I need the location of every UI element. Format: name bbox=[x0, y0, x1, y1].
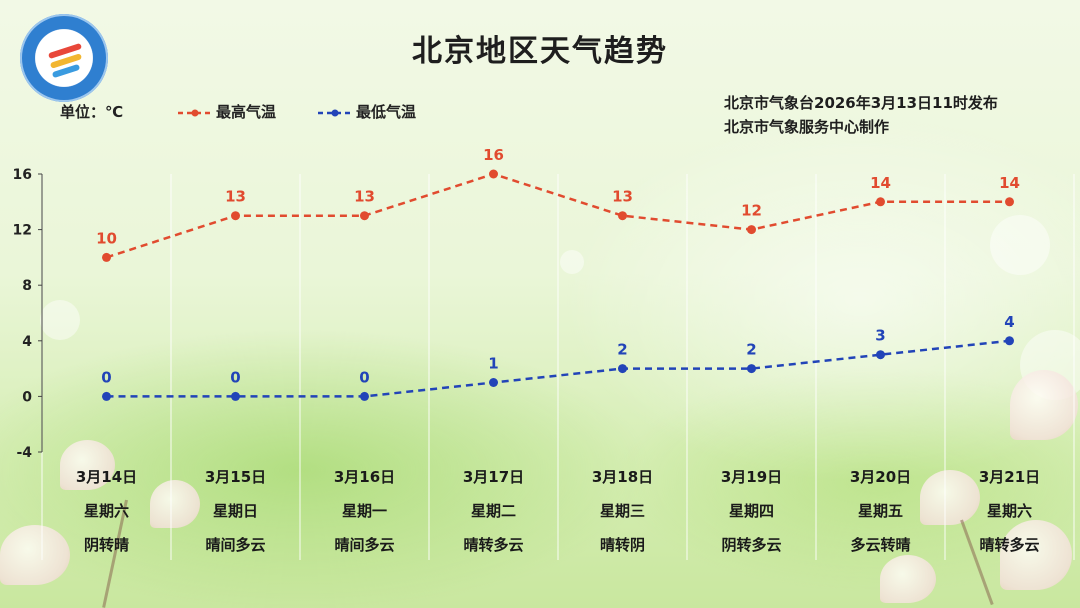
low-temp-label: 2 bbox=[617, 341, 627, 359]
high-temp-point bbox=[876, 197, 885, 207]
meteorological-service-logo bbox=[20, 14, 108, 102]
forecast-day-column: 3月18日星期三晴转阴 bbox=[558, 460, 687, 562]
producer-line: 北京市气象服务中心制作 bbox=[724, 118, 890, 136]
flower-decoration bbox=[1010, 370, 1078, 440]
day-weather: 阴转晴 bbox=[83, 536, 129, 554]
day-weather: 多云转晴 bbox=[850, 536, 911, 554]
forecast-day-column: 3月19日星期四阴转多云 bbox=[687, 460, 816, 562]
low-temp-label: 0 bbox=[230, 368, 240, 386]
legend-low-line-icon bbox=[318, 109, 352, 116]
high-temp-point bbox=[102, 252, 111, 262]
day-date: 3月15日 bbox=[204, 468, 267, 486]
y-tick-label: 0 bbox=[22, 389, 32, 405]
legend-high-temp: 最高气温 bbox=[178, 101, 276, 122]
low-temp-point bbox=[489, 378, 498, 387]
legend-high-line-icon bbox=[178, 109, 212, 116]
low-temp-point bbox=[1005, 336, 1014, 346]
low-temp-point bbox=[102, 391, 111, 401]
low-temp-point bbox=[876, 350, 885, 360]
high-temp-label: 14 bbox=[870, 174, 891, 192]
bokeh-decoration bbox=[990, 215, 1050, 275]
low-temp-label: 0 bbox=[359, 368, 369, 386]
y-tick-label: -4 bbox=[16, 445, 32, 461]
day-weekday: 星期一 bbox=[341, 502, 387, 520]
flower-decoration bbox=[60, 440, 115, 490]
high-temp-point bbox=[231, 211, 240, 221]
high-temp-label: 13 bbox=[612, 188, 633, 206]
publisher-line: 北京市气象台2026年3月13日11时发布 bbox=[724, 94, 998, 112]
low-temp-label: 2 bbox=[746, 341, 756, 359]
day-date: 3月14日 bbox=[75, 468, 138, 486]
day-weekday: 星期日 bbox=[212, 502, 258, 520]
low-temp-point bbox=[747, 364, 756, 374]
high-temp-label: 12 bbox=[741, 202, 762, 220]
day-weekday: 星期二 bbox=[470, 502, 516, 520]
flower-decoration bbox=[880, 555, 936, 603]
page-title: 北京地区天气趋势 bbox=[412, 34, 668, 69]
forecast-day-column: 3月15日星期日晴间多云 bbox=[171, 460, 300, 562]
day-weather: 晴转多云 bbox=[463, 536, 524, 554]
flower-decoration bbox=[0, 525, 70, 585]
day-weekday: 星期六 bbox=[986, 502, 1032, 520]
bokeh-decoration bbox=[40, 300, 80, 340]
y-tick-label: 4 bbox=[22, 334, 32, 350]
y-tick-label: 8 bbox=[22, 278, 32, 294]
day-date: 3月18日 bbox=[591, 468, 654, 486]
legend-low-temp: 最低气温 bbox=[318, 101, 416, 122]
day-date: 3月19日 bbox=[720, 468, 783, 486]
low-temp-line bbox=[106, 339, 1010, 398]
day-weekday: 星期四 bbox=[728, 502, 774, 520]
low-temp-point bbox=[360, 391, 369, 401]
day-weather: 晴转多云 bbox=[979, 536, 1040, 554]
high-temp-line bbox=[106, 172, 1010, 259]
legend-high-label: 最高气温 bbox=[216, 103, 277, 121]
forecast-day-column: 3月20日星期五多云转晴 bbox=[816, 460, 945, 562]
high-temp-point bbox=[1005, 197, 1014, 207]
high-temp-point bbox=[618, 211, 627, 221]
legend-low-label: 最低气温 bbox=[356, 103, 417, 121]
flower-decoration bbox=[920, 470, 980, 525]
high-temp-point bbox=[489, 169, 498, 179]
day-weather: 晴间多云 bbox=[334, 536, 395, 554]
flower-decoration bbox=[1000, 520, 1072, 590]
day-weekday: 星期五 bbox=[857, 502, 903, 520]
forecast-day-column: 3月14日星期六阴转晴 bbox=[42, 460, 171, 562]
day-weather: 阴转多云 bbox=[721, 536, 782, 554]
forecast-day-column: 3月17日星期二晴转多云 bbox=[429, 460, 558, 562]
high-temp-label: 13 bbox=[354, 188, 375, 206]
high-temp-label: 13 bbox=[225, 188, 246, 206]
low-temp-label: 1 bbox=[488, 355, 498, 373]
high-temp-label: 10 bbox=[96, 229, 117, 247]
low-temp-label: 0 bbox=[101, 368, 111, 386]
day-weather: 晴间多云 bbox=[205, 536, 266, 554]
unit-label: 单位：℃ bbox=[60, 103, 124, 121]
day-weekday: 星期六 bbox=[83, 502, 129, 520]
high-temp-label: 16 bbox=[483, 146, 504, 164]
low-temp-point bbox=[618, 364, 627, 374]
day-date: 3月16日 bbox=[333, 468, 396, 486]
high-temp-point bbox=[747, 225, 756, 235]
day-date: 3月21日 bbox=[978, 468, 1041, 486]
low-temp-label: 4 bbox=[1004, 313, 1014, 331]
y-tick-label: 16 bbox=[13, 167, 32, 183]
low-temp-label: 3 bbox=[875, 327, 885, 345]
high-temp-label: 14 bbox=[999, 174, 1020, 192]
day-date: 3月17日 bbox=[462, 468, 525, 486]
day-weekday: 星期三 bbox=[599, 502, 645, 520]
day-date: 3月20日 bbox=[849, 468, 912, 486]
bokeh-decoration bbox=[560, 250, 584, 274]
day-weather: 晴转阴 bbox=[599, 536, 645, 554]
y-tick-label: 12 bbox=[13, 223, 32, 239]
low-temp-point bbox=[231, 391, 240, 401]
high-temp-point bbox=[360, 211, 369, 221]
flower-decoration bbox=[150, 480, 200, 528]
forecast-day-column: 3月21日星期六晴转多云 bbox=[945, 460, 1074, 562]
forecast-day-column: 3月16日星期一晴间多云 bbox=[300, 460, 429, 562]
